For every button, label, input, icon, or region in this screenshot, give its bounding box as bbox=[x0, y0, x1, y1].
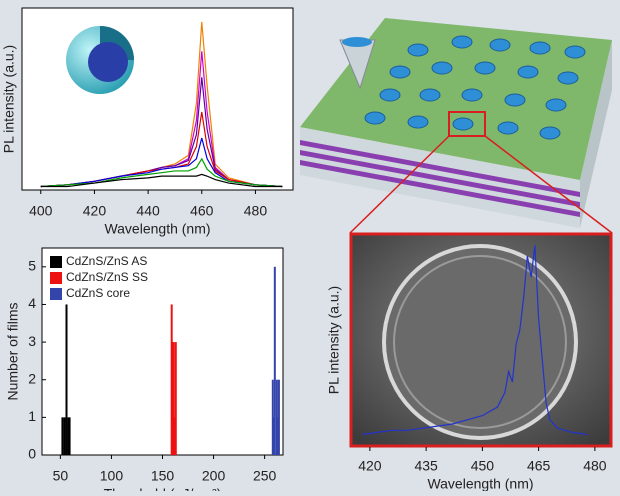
bar bbox=[278, 380, 280, 455]
legend-swatch bbox=[50, 288, 62, 300]
y-axis-label: Number of films bbox=[5, 302, 21, 400]
legend-swatch bbox=[50, 272, 62, 284]
legend-label: CdZnS core bbox=[66, 286, 130, 300]
page: 400420440460480Wavelength (nm)PL intensi… bbox=[0, 0, 620, 496]
x-tick-label: 50 bbox=[53, 468, 69, 484]
x-tick-label: 480 bbox=[583, 458, 607, 474]
x-tick-label: 480 bbox=[244, 203, 268, 219]
bar bbox=[66, 304, 68, 455]
x-tick-label: 440 bbox=[136, 203, 160, 219]
y-tick-label: 3 bbox=[28, 333, 36, 349]
x-tick-label: 100 bbox=[100, 468, 124, 484]
bar bbox=[63, 417, 65, 455]
plot-area bbox=[22, 8, 293, 190]
bar bbox=[69, 417, 71, 455]
legend-label: CdZnS/ZnS AS bbox=[66, 254, 147, 268]
bar bbox=[175, 342, 177, 455]
x-axis-label: Wavelength (nm) bbox=[104, 221, 210, 237]
y-tick-label: 0 bbox=[28, 446, 36, 462]
sphere-core bbox=[88, 42, 128, 82]
y-tick-label: 5 bbox=[28, 258, 36, 274]
y-tick-label: 4 bbox=[28, 295, 36, 311]
x-tick-label: 460 bbox=[190, 203, 214, 219]
legend-label: CdZnS/ZnS SS bbox=[66, 270, 148, 284]
bar bbox=[61, 417, 63, 455]
x-tick-label: 400 bbox=[29, 203, 53, 219]
legend-swatch bbox=[50, 256, 62, 268]
x-tick-label: 250 bbox=[253, 468, 277, 484]
x-axis-label: Threshold (μJ/cm²) bbox=[104, 486, 222, 491]
x-tick-label: 465 bbox=[527, 458, 551, 474]
x-tick-label: 420 bbox=[83, 203, 107, 219]
pipette-ink bbox=[342, 37, 372, 47]
x-tick-label: 150 bbox=[151, 468, 175, 484]
y-tick-label: 1 bbox=[28, 408, 36, 424]
y-tick-label: 2 bbox=[28, 370, 36, 386]
figure: 400420440460480Wavelength (nm)PL intensi… bbox=[0, 0, 620, 491]
x-tick-label: 420 bbox=[358, 458, 382, 474]
x-tick-label: 435 bbox=[414, 458, 438, 474]
x-axis-label: Wavelength (nm) bbox=[427, 476, 533, 491]
x-tick-label: 200 bbox=[202, 468, 226, 484]
y-axis-label: PL intensity (a.u.) bbox=[1, 45, 17, 153]
x-tick-label: 450 bbox=[471, 458, 495, 474]
bar bbox=[274, 267, 276, 455]
y-axis-label: PL intensity (a.u.) bbox=[326, 286, 342, 394]
